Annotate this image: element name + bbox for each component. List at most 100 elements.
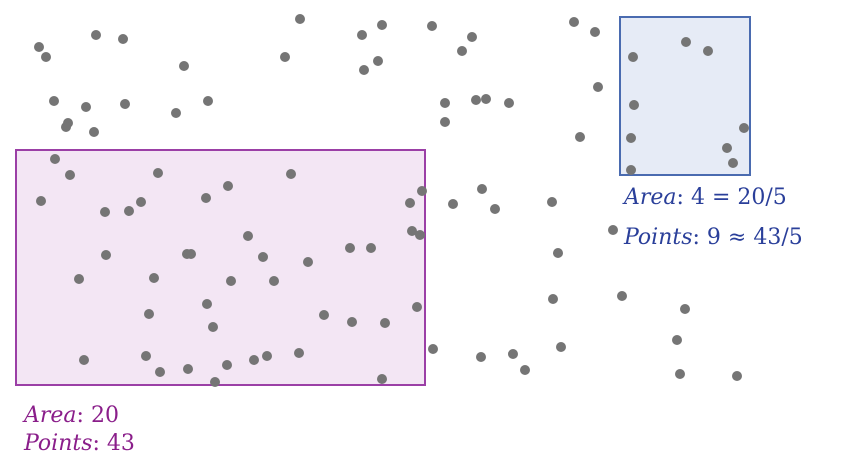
point-33	[89, 127, 99, 137]
point-55	[490, 204, 500, 214]
point-40	[626, 165, 636, 175]
point-90	[155, 367, 165, 377]
point-70	[149, 273, 159, 283]
point-63	[101, 250, 111, 260]
point-37	[739, 123, 749, 133]
point-53	[448, 199, 458, 209]
point-16	[179, 61, 189, 71]
point-35	[575, 132, 585, 142]
point-66	[258, 252, 268, 262]
point-59	[415, 230, 425, 240]
point-76	[617, 291, 627, 301]
point-45	[36, 196, 46, 206]
point-6	[357, 30, 367, 40]
point-1	[295, 14, 305, 24]
point-54	[477, 184, 487, 194]
point-83	[428, 344, 438, 354]
large-region	[15, 149, 426, 386]
point-95	[556, 342, 566, 352]
random-points	[34, 14, 749, 387]
point-57	[243, 231, 253, 241]
point-23	[171, 108, 181, 118]
point-99	[675, 369, 685, 379]
point-28	[504, 98, 514, 108]
point-17	[628, 52, 638, 62]
point-58	[407, 226, 417, 236]
large-region-points-label: Points: 43	[24, 431, 135, 456]
point-92	[476, 352, 486, 362]
point-56	[547, 197, 557, 207]
small-region-points-label: Points: 9 ≈ 43/5	[624, 225, 803, 250]
point-68	[303, 257, 313, 267]
point-7	[467, 32, 477, 42]
point-94	[520, 365, 530, 375]
point-43	[153, 168, 163, 178]
point-86	[79, 355, 89, 365]
point-91	[183, 364, 193, 374]
point-2	[569, 17, 579, 27]
point-26	[471, 95, 481, 105]
point-36	[626, 133, 636, 143]
point-61	[345, 243, 355, 253]
point-73	[202, 299, 212, 309]
point-74	[412, 302, 422, 312]
point-87	[262, 351, 272, 361]
point-25	[440, 98, 450, 108]
point-22	[120, 99, 130, 109]
point-100	[732, 371, 742, 381]
point-71	[226, 276, 236, 286]
point-8	[91, 30, 101, 40]
point-81	[347, 317, 357, 327]
point-10	[34, 42, 44, 52]
point-3	[590, 27, 600, 37]
point-30	[629, 100, 639, 110]
point-96	[672, 335, 682, 345]
point-9	[118, 34, 128, 44]
point-72	[269, 276, 279, 286]
point-80	[319, 310, 329, 320]
point-41	[50, 154, 60, 164]
small-region-area-label: Area: 4 = 20/5	[624, 185, 787, 210]
point-32	[61, 122, 71, 132]
point-52	[417, 186, 427, 196]
point-77	[680, 304, 690, 314]
point-44	[286, 169, 296, 179]
point-15	[457, 46, 467, 56]
large-region-area-label: Area: 20	[24, 403, 119, 428]
point-4	[377, 20, 387, 30]
point-12	[280, 52, 290, 62]
point-24	[203, 96, 213, 106]
point-11	[41, 52, 51, 62]
point-21	[81, 102, 91, 112]
point-19	[703, 46, 713, 56]
point-82	[380, 318, 390, 328]
point-49	[201, 193, 211, 203]
point-46	[100, 207, 110, 217]
point-88	[249, 355, 259, 365]
point-75	[548, 294, 558, 304]
point-60	[608, 225, 618, 235]
point-29	[593, 82, 603, 92]
point-14	[359, 65, 369, 75]
point-13	[373, 56, 383, 66]
point-79	[208, 322, 218, 332]
point-34	[440, 117, 450, 127]
point-97	[210, 377, 220, 387]
point-84	[294, 348, 304, 358]
point-50	[223, 181, 233, 191]
point-48	[136, 197, 146, 207]
point-78	[144, 309, 154, 319]
point-39	[728, 158, 738, 168]
point-85	[141, 351, 151, 361]
point-5	[427, 21, 437, 31]
point-20	[49, 96, 59, 106]
point-69	[74, 274, 84, 284]
point-89	[222, 360, 232, 370]
point-27	[481, 94, 491, 104]
point-18	[681, 37, 691, 47]
point-98	[377, 374, 387, 384]
point-38	[722, 143, 732, 153]
point-42	[65, 170, 75, 180]
point-67	[553, 248, 563, 258]
